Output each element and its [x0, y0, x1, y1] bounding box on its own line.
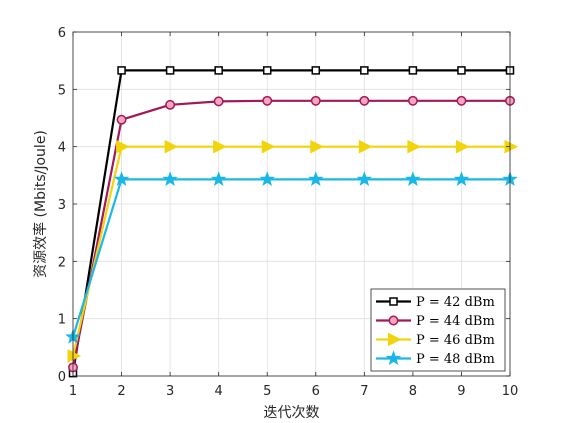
- data-point: [213, 96, 224, 107]
- data-point: [359, 95, 370, 106]
- series-layer: [65, 66, 519, 378]
- data-point: [310, 139, 324, 154]
- legend-item: P = 42 dBm: [376, 295, 495, 310]
- legend-item: P = 44 dBm: [376, 314, 495, 329]
- y-axis-label: 资源效率 (Mbits/Joule): [32, 130, 49, 278]
- data-point: [259, 171, 275, 186]
- data-point: [261, 139, 276, 154]
- x-tick-label: 1: [69, 384, 77, 399]
- x-tick-label: 7: [360, 384, 368, 399]
- data-point: [165, 66, 175, 75]
- x-tick-label: 3: [166, 384, 174, 399]
- data-point: [407, 139, 422, 154]
- y-tick-label: 4: [58, 141, 66, 156]
- legend-label: P = 48 dBm: [416, 352, 495, 367]
- data-point: [113, 171, 130, 186]
- legend: P = 42 dBm P = 44 dBm P = 46 dBm P = 48 dBm: [370, 288, 506, 372]
- data-point: [453, 171, 470, 186]
- data-point: [210, 171, 227, 186]
- data-point: [360, 66, 369, 75]
- data-point: [116, 139, 130, 154]
- y-tick-label: 0: [58, 370, 66, 385]
- data-point: [262, 66, 272, 75]
- data-point: [116, 114, 127, 125]
- series-3: [67, 139, 519, 363]
- y-tick-label: 5: [58, 83, 66, 98]
- series-line: [71, 69, 510, 374]
- legend-item: P = 46 dBm: [376, 332, 495, 348]
- data-point: [67, 349, 82, 363]
- data-point: [358, 139, 373, 154]
- data-point: [162, 171, 178, 186]
- data-point: [457, 66, 466, 75]
- series-line: [71, 178, 510, 338]
- data-point: [356, 171, 373, 186]
- x-tick-label: 2: [117, 384, 125, 399]
- data-point: [455, 139, 470, 154]
- data-point: [117, 66, 126, 75]
- series-4: [65, 171, 518, 344]
- data-point: [456, 95, 467, 106]
- x-axis-label: 迭代次数: [264, 405, 320, 421]
- x-tick-label: 5: [263, 384, 271, 399]
- series-2: [68, 95, 515, 373]
- y-tick-label: 2: [58, 255, 66, 270]
- legend-label: P = 42 dBm: [416, 295, 495, 310]
- legend-item: P = 48 dBm: [376, 350, 495, 367]
- data-point: [165, 99, 176, 110]
- data-point: [407, 95, 418, 106]
- legend-swatch-marker: [388, 315, 399, 326]
- y-tick-label: 6: [58, 26, 66, 41]
- data-point: [504, 139, 519, 154]
- x-tick-label: 8: [409, 384, 417, 399]
- data-point: [405, 171, 421, 186]
- x-tick-label: 9: [457, 384, 465, 399]
- legend-swatch-marker: [389, 297, 398, 306]
- data-point: [262, 95, 273, 106]
- x-tick-label: 6: [312, 384, 320, 399]
- x-tick-label: 10: [502, 384, 519, 399]
- legend-swatch-marker: [388, 332, 402, 347]
- legend-label: P = 46 dBm: [416, 333, 495, 348]
- series-line: [71, 145, 510, 357]
- data-point: [213, 139, 227, 154]
- data-point: [214, 66, 223, 75]
- legend-swatch-marker: [385, 350, 402, 366]
- data-point: [164, 139, 179, 154]
- x-tick-label: 4: [215, 384, 223, 399]
- legend-label: P = 44 dBm: [416, 314, 495, 329]
- data-point: [308, 171, 324, 186]
- series-line: [71, 99, 510, 368]
- data-point: [310, 95, 321, 106]
- data-point: [408, 66, 418, 75]
- y-tick-label: 1: [58, 313, 66, 328]
- y-tick-label: 3: [58, 198, 66, 213]
- data-point: [311, 66, 321, 75]
